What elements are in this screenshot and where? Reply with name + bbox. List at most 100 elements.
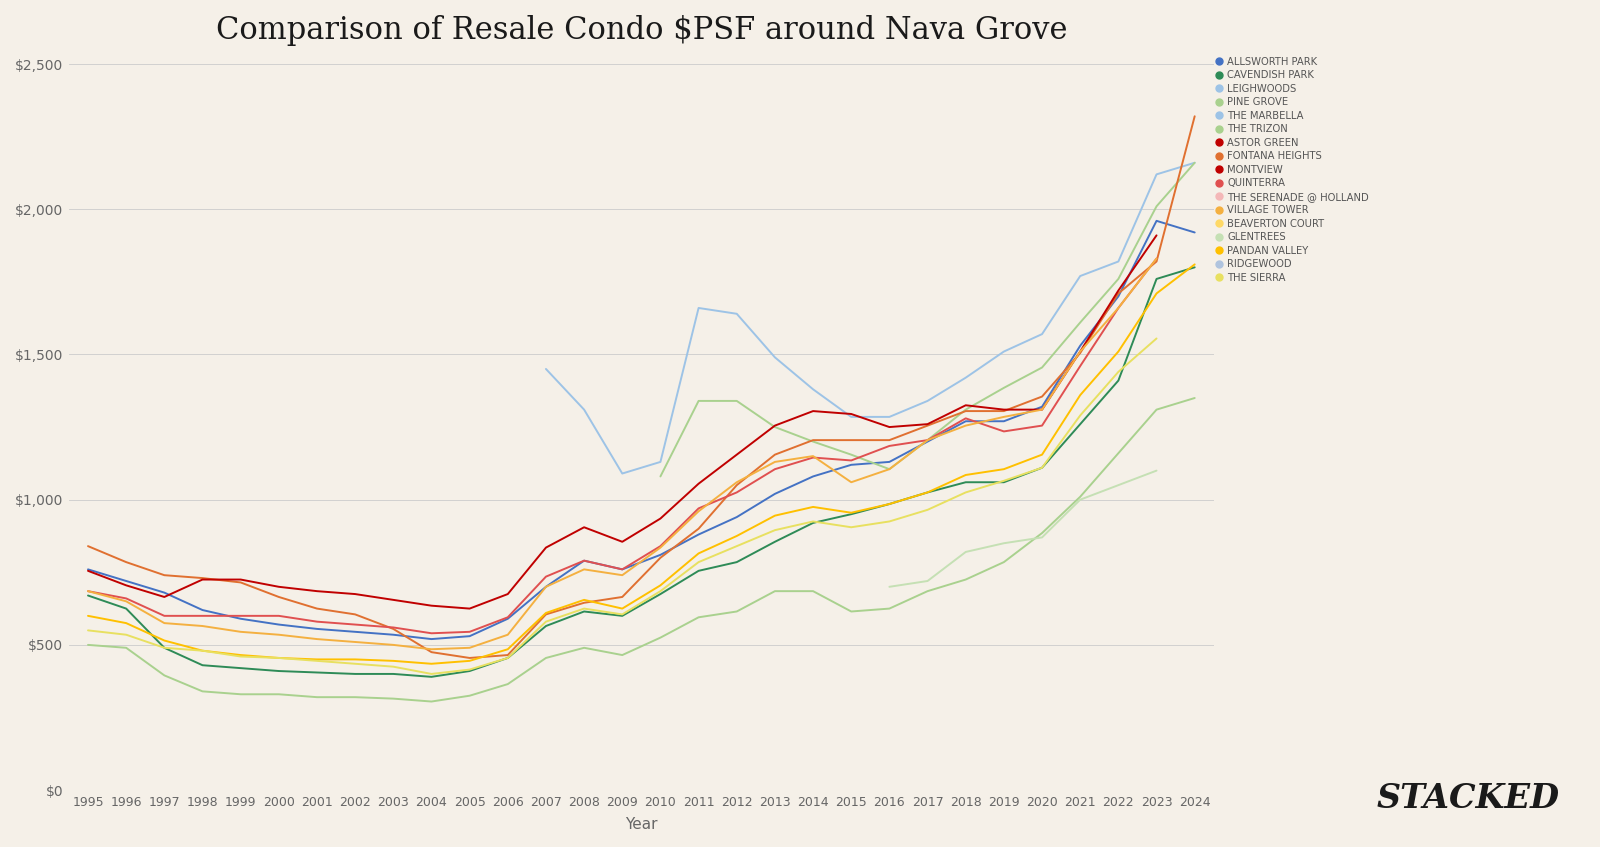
PINE GROVE [994, 557, 1013, 567]
PINE GROVE [613, 650, 632, 660]
ALLSWORTH PARK [613, 564, 632, 574]
CAVENDISH PARK [269, 666, 288, 676]
THE SIERRA [957, 487, 976, 497]
Legend: ALLSWORTH PARK, CAVENDISH PARK, LEIGHWOODS, PINE GROVE, THE MARBELLA, THE TRIZON: ALLSWORTH PARK, CAVENDISH PARK, LEIGHWOO… [1216, 57, 1370, 283]
CAVENDISH PARK [422, 672, 442, 682]
PANDAN VALLEY [765, 511, 784, 521]
PANDAN VALLEY [651, 580, 670, 590]
MONTVIEW [574, 523, 594, 533]
GLENTREES [1147, 466, 1166, 476]
Line: GLENTREES: GLENTREES [890, 471, 1157, 587]
THE MARBELLA [536, 364, 555, 374]
ALLSWORTH PARK [690, 529, 709, 540]
FONTANA HEIGHTS [613, 592, 632, 602]
THE SIERRA [536, 617, 555, 627]
QUINTERRA [194, 611, 213, 621]
THE MARBELLA [957, 373, 976, 383]
PINE GROVE [1147, 405, 1166, 415]
QUINTERRA [957, 413, 976, 424]
Line: PINE GROVE: PINE GROVE [88, 398, 1195, 701]
MONTVIEW [1109, 285, 1128, 296]
THE SIERRA [78, 625, 98, 635]
MONTVIEW [422, 601, 442, 611]
VILLAGE TOWER [994, 412, 1013, 422]
ALLSWORTH PARK [346, 627, 365, 637]
ALLSWORTH PARK [194, 605, 213, 615]
THE TRIZON [690, 396, 709, 406]
MONTVIEW [803, 406, 822, 416]
PANDAN VALLEY [536, 608, 555, 618]
THE TRIZON [1109, 274, 1128, 284]
FONTANA HEIGHTS [1032, 391, 1051, 401]
PINE GROVE [346, 692, 365, 702]
PINE GROVE [690, 612, 709, 623]
CAVENDISH PARK [1147, 274, 1166, 284]
PANDAN VALLEY [307, 655, 326, 665]
VILLAGE TOWER [842, 477, 861, 487]
VILLAGE TOWER [78, 586, 98, 596]
PANDAN VALLEY [498, 645, 517, 655]
PINE GROVE [803, 586, 822, 596]
CAVENDISH PARK [842, 509, 861, 519]
THE MARBELLA [918, 396, 938, 406]
ALLSWORTH PARK [1109, 291, 1128, 302]
PANDAN VALLEY [957, 470, 976, 480]
MONTVIEW [651, 513, 670, 523]
MONTVIEW [1032, 405, 1051, 415]
THE TRIZON [1070, 318, 1090, 328]
THE SIERRA [651, 586, 670, 596]
FONTANA HEIGHTS [918, 420, 938, 430]
ALLSWORTH PARK [1186, 227, 1205, 237]
FONTANA HEIGHTS [155, 570, 174, 580]
THE SIERRA [422, 669, 442, 679]
THE MARBELLA [726, 308, 746, 318]
QUINTERRA [307, 617, 326, 627]
VILLAGE TOWER [1032, 405, 1051, 415]
ALLSWORTH PARK [269, 619, 288, 629]
MONTVIEW [1070, 346, 1090, 357]
PINE GROVE [422, 696, 442, 706]
CAVENDISH PARK [1032, 462, 1051, 473]
QUINTERRA [1147, 253, 1166, 263]
CAVENDISH PARK [918, 487, 938, 497]
MONTVIEW [536, 543, 555, 553]
PANDAN VALLEY [1070, 390, 1090, 400]
FONTANA HEIGHTS [803, 435, 822, 446]
QUINTERRA [230, 611, 250, 621]
CAVENDISH PARK [994, 477, 1013, 487]
THE SIERRA [842, 523, 861, 533]
VILLAGE TOWER [155, 618, 174, 628]
MONTVIEW [269, 582, 288, 592]
GLENTREES [957, 547, 976, 557]
PINE GROVE [78, 639, 98, 650]
THE SIERRA [690, 557, 709, 567]
Line: VILLAGE TOWER: VILLAGE TOWER [88, 258, 1157, 650]
VILLAGE TOWER [346, 637, 365, 647]
FONTANA HEIGHTS [230, 578, 250, 588]
QUINTERRA [536, 572, 555, 582]
THE SIERRA [461, 665, 480, 675]
PANDAN VALLEY [155, 635, 174, 645]
FONTANA HEIGHTS [498, 650, 517, 660]
VILLAGE TOWER [230, 627, 250, 637]
VILLAGE TOWER [765, 457, 784, 467]
Line: THE MARBELLA: THE MARBELLA [546, 163, 1195, 473]
THE SIERRA [194, 645, 213, 656]
ALLSWORTH PARK [880, 457, 899, 467]
MONTVIEW [726, 450, 746, 460]
QUINTERRA [880, 440, 899, 451]
PANDAN VALLEY [230, 650, 250, 660]
ALLSWORTH PARK [1070, 340, 1090, 351]
PANDAN VALLEY [461, 656, 480, 666]
GLENTREES [880, 582, 899, 592]
PANDAN VALLEY [1186, 259, 1205, 269]
THE SIERRA [1032, 462, 1051, 473]
CAVENDISH PARK [574, 606, 594, 617]
MONTVIEW [613, 537, 632, 547]
MONTVIEW [155, 592, 174, 602]
ALLSWORTH PARK [155, 588, 174, 598]
CAVENDISH PARK [1070, 419, 1090, 429]
Line: FONTANA HEIGHTS: FONTANA HEIGHTS [88, 116, 1195, 658]
PANDAN VALLEY [803, 501, 822, 512]
MONTVIEW [78, 566, 98, 576]
